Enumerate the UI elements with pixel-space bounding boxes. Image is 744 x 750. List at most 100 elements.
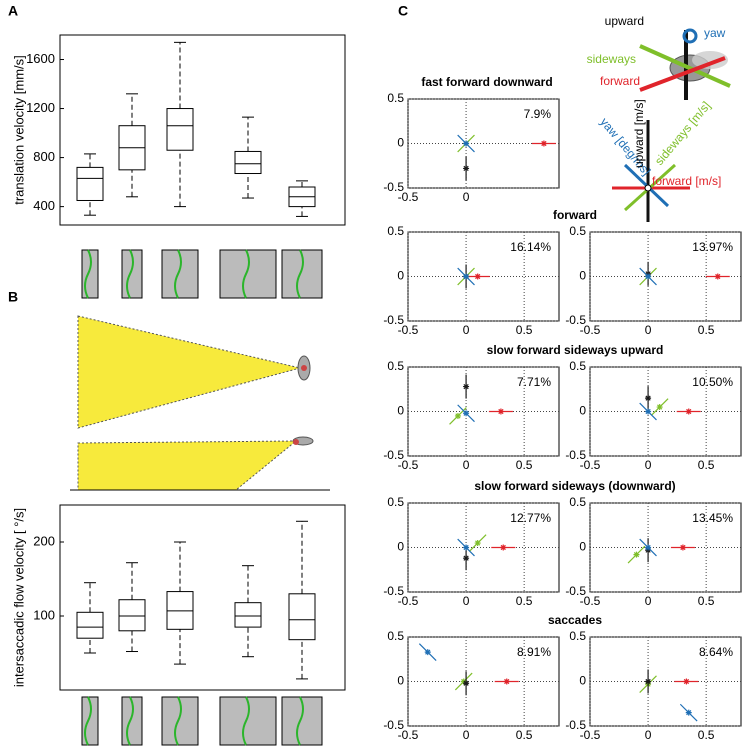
x-tick-label: 0.5 — [516, 728, 533, 742]
subplot-title: forward — [553, 208, 597, 222]
y-tick-label: 0.5 — [387, 495, 404, 509]
x-tick-label: 0 — [463, 190, 470, 204]
point — [474, 540, 481, 547]
y-tick-label: -0.5 — [383, 584, 404, 598]
x-tick-label: -0.5 — [398, 190, 419, 204]
x-tick-label: 0.5 — [516, 594, 533, 608]
axis-legend: sideways [m/s] — [652, 99, 713, 168]
x-tick-label: 0 — [463, 458, 470, 472]
y-tick-label: 800 — [33, 149, 55, 164]
condition-trace — [242, 249, 250, 299]
x-tick-label: 0.5 — [698, 594, 715, 608]
y-tick-label: 0 — [397, 540, 404, 554]
y-tick-label: -0.5 — [565, 313, 586, 327]
x-tick-label: -0.5 — [398, 458, 419, 472]
point — [463, 555, 470, 562]
condition-trace — [84, 249, 92, 299]
x-tick-label: 0 — [645, 458, 652, 472]
y-tick-label: 0.5 — [387, 359, 404, 373]
x-tick-label: -0.5 — [580, 458, 601, 472]
x-tick-label: 0.5 — [698, 323, 715, 337]
point — [500, 544, 507, 551]
point — [503, 678, 510, 685]
annotation: 13.97% — [692, 240, 733, 254]
point — [645, 408, 652, 415]
point — [463, 273, 470, 280]
x-tick-label: 0 — [463, 728, 470, 742]
legend-label: upward — [605, 14, 644, 28]
y-tick-label: -0.5 — [383, 448, 404, 462]
x-tick-label: 0 — [645, 323, 652, 337]
x-tick-label: -0.5 — [580, 594, 601, 608]
y-tick-label: 0 — [579, 674, 586, 688]
y-tick-label: -0.5 — [383, 313, 404, 327]
y-tick-label: 0 — [579, 540, 586, 554]
subplot-title: slow forward sideways (downward) — [474, 479, 675, 493]
point — [463, 383, 470, 390]
box — [76, 166, 104, 201]
x-tick-label: 0 — [645, 728, 652, 742]
fly-sketch — [639, 28, 731, 100]
annotation: 13.45% — [692, 511, 733, 525]
annotation: 7.71% — [517, 375, 551, 389]
box — [118, 599, 146, 632]
annotation: 7.9% — [524, 107, 552, 121]
box — [234, 150, 262, 175]
annotation: 10.50% — [692, 375, 733, 389]
annotation: 16.14% — [510, 240, 551, 254]
y-tick-label: 1600 — [26, 51, 55, 66]
x-tick-label: 0.5 — [698, 728, 715, 742]
vector-legend — [612, 120, 690, 222]
legend-label: yaw — [704, 26, 726, 40]
x-tick-label: -0.5 — [580, 323, 601, 337]
point — [454, 412, 461, 419]
fly-illustration — [70, 315, 330, 491]
point — [474, 273, 481, 280]
y-axis-label: intersaccadic flow velocity [ °/s] — [11, 508, 26, 687]
annotation: 12.77% — [510, 511, 551, 525]
point — [497, 408, 504, 415]
condition-trace — [126, 696, 134, 746]
subplot-title: slow forward sideways upward — [487, 343, 664, 357]
x-tick-label: 0.5 — [516, 323, 533, 337]
legend-label: sideways — [587, 52, 636, 66]
y-tick-label: 0.5 — [569, 495, 586, 509]
condition-trace — [296, 249, 304, 299]
box — [166, 108, 194, 151]
point — [645, 544, 652, 551]
point — [540, 140, 547, 147]
condition-trace — [296, 696, 304, 746]
x-tick-label: 0 — [645, 594, 652, 608]
box — [234, 602, 262, 628]
panel-label: C — [398, 3, 408, 19]
point — [645, 395, 652, 402]
y-axis-label: translation velocity [mm/s] — [11, 55, 26, 205]
y-tick-label: 0.5 — [387, 91, 404, 105]
x-tick-label: 0 — [463, 323, 470, 337]
point — [645, 273, 652, 280]
y-tick-label: 0.5 — [387, 629, 404, 643]
y-tick-label: 0 — [397, 674, 404, 688]
y-tick-label: 1200 — [26, 100, 55, 115]
point — [463, 680, 470, 687]
subplot-title: saccades — [548, 613, 602, 627]
condition-trace — [174, 696, 182, 746]
y-tick-label: 0.5 — [569, 224, 586, 238]
y-tick-label: 0 — [397, 136, 404, 150]
condition-trace — [84, 696, 92, 746]
axis-legend: forward [m/s] — [652, 174, 721, 188]
y-tick-label: -0.5 — [565, 718, 586, 732]
point — [463, 140, 470, 147]
x-tick-label: -0.5 — [398, 323, 419, 337]
point — [685, 408, 692, 415]
point — [463, 544, 470, 551]
annotation: 8.91% — [517, 645, 551, 659]
box — [76, 611, 104, 639]
y-tick-label: 0 — [397, 269, 404, 283]
x-tick-label: 0 — [463, 594, 470, 608]
y-tick-label: 0.5 — [387, 224, 404, 238]
box — [288, 593, 316, 641]
condition-trace — [126, 249, 134, 299]
y-tick-label: -0.5 — [383, 718, 404, 732]
